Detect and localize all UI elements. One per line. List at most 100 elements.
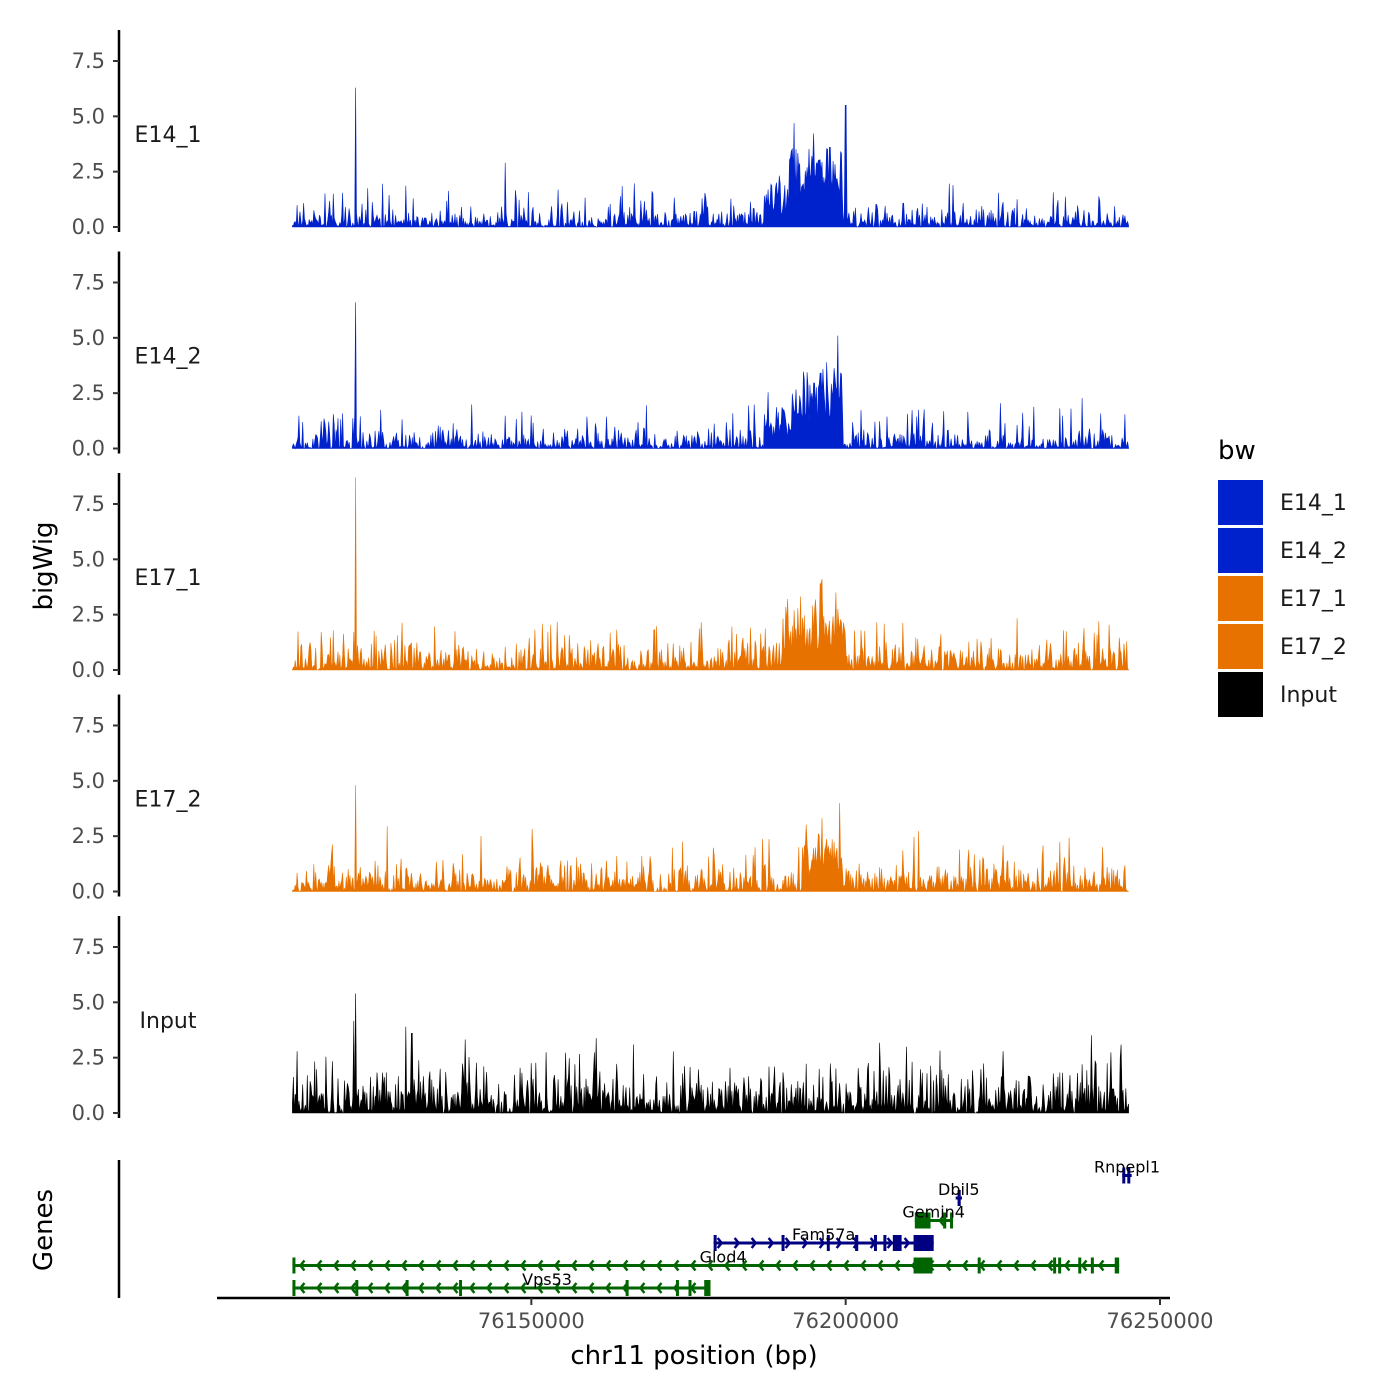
exon — [977, 1257, 981, 1274]
exon — [913, 1257, 933, 1274]
gene-vps53: Vps53 — [292, 1270, 711, 1296]
y-tick-label: 2.5 — [72, 603, 105, 627]
strand-chevron — [315, 1282, 323, 1294]
exon — [625, 1280, 629, 1296]
track-label: E17_2 — [135, 788, 202, 813]
legend-key-e14-1 — [1218, 480, 1263, 525]
strand-chevron — [536, 1259, 544, 1272]
exon — [1090, 1257, 1094, 1274]
y-tick-label: 5.0 — [72, 769, 105, 793]
y-tick-label: 0.0 — [72, 1101, 105, 1125]
strand-chevron — [938, 1214, 945, 1227]
gene-label: Fam57a — [792, 1225, 855, 1244]
strand-chevron — [400, 1259, 408, 1272]
exon — [957, 1190, 961, 1206]
gene-label: Rnpepl1 — [1094, 1158, 1160, 1177]
strand-chevron — [536, 1282, 544, 1294]
exon — [459, 1280, 463, 1296]
gene-glod4: Glod4 — [292, 1248, 1120, 1274]
track-panel-e14-2: 0.0 2.5 5.0 7.5 E14_2 — [72, 251, 1129, 461]
strand-chevron — [417, 1259, 425, 1272]
strand-chevron — [519, 1259, 527, 1272]
legend: bw E14_1 E14_2 E17_1 E17_2 Input — [1218, 436, 1347, 717]
strand-chevron — [451, 1282, 459, 1294]
strand-chevron — [733, 1237, 741, 1249]
strand-chevron — [434, 1282, 442, 1294]
gene-rnpepl1: Rnpepl1 — [1094, 1158, 1160, 1184]
exon — [1114, 1257, 1120, 1274]
strand-chevron — [740, 1259, 748, 1272]
strand-chevron — [944, 1259, 952, 1272]
exon — [675, 1280, 679, 1296]
strand-chevron — [332, 1259, 340, 1272]
strand-chevron — [903, 1237, 911, 1249]
exon — [826, 1235, 830, 1251]
track-panel-e17-1: 0.0 2.5 5.0 7.5 E17_1 — [72, 473, 1129, 682]
strand-chevron — [801, 1237, 809, 1249]
exon — [688, 1280, 692, 1296]
strand-chevron — [842, 1259, 850, 1272]
exon — [913, 1235, 934, 1251]
exon — [292, 1257, 296, 1274]
x-axis-title: chr11 position (bp) — [570, 1341, 817, 1371]
gene-fam57a: Fam57a — [713, 1225, 934, 1251]
strand-chevron — [434, 1259, 442, 1272]
track-label: E17_1 — [135, 566, 202, 591]
exon — [1058, 1257, 1062, 1274]
exon — [704, 1280, 711, 1296]
y-tick-label: 2.5 — [72, 1046, 105, 1070]
strand-chevron — [349, 1282, 357, 1294]
gene-gemin4: Gemin4 — [902, 1203, 965, 1229]
y-tick-label: 5.0 — [72, 990, 105, 1014]
strand-chevron — [835, 1237, 843, 1249]
exon — [950, 1212, 954, 1229]
y-tick-label: 2.5 — [72, 160, 105, 184]
strand-chevron — [750, 1237, 758, 1249]
y-tick-label: 2.5 — [72, 381, 105, 405]
y-tick-label: 0.0 — [72, 215, 105, 239]
strand-chevron — [716, 1237, 724, 1249]
exon — [292, 1280, 296, 1296]
strand-chevron — [1097, 1259, 1105, 1272]
exon — [892, 1235, 902, 1251]
legend-label: E17_2 — [1280, 635, 1347, 660]
exon — [943, 1212, 947, 1229]
bigwig-tracks: 0.0 2.5 5.0 7.5 E14_1 0.0 2.5 5.0 7.5 E14_2 0.0 2.5… — [72, 30, 1129, 1125]
strand-chevron — [485, 1282, 493, 1294]
legend-key-e17-1 — [1218, 576, 1263, 621]
strand-chevron — [298, 1282, 306, 1294]
strand-chevron — [995, 1259, 1003, 1272]
legend-label: E14_1 — [1280, 491, 1347, 516]
strand-chevron — [638, 1282, 646, 1294]
strand-chevron — [784, 1237, 792, 1249]
exon — [1127, 1167, 1131, 1184]
y-tick-label: 0.0 — [72, 437, 105, 461]
strand-chevron — [1080, 1259, 1088, 1272]
strand-chevron — [332, 1282, 340, 1294]
y-axis-title: bigWig — [29, 521, 59, 610]
legend-key-e17-2 — [1218, 624, 1263, 669]
legend-title: bw — [1218, 436, 1256, 466]
strand-chevron — [621, 1259, 629, 1272]
strand-chevron — [383, 1282, 391, 1294]
strand-chevron — [825, 1259, 833, 1272]
legend-key-e14-2 — [1218, 528, 1263, 573]
strand-chevron — [672, 1259, 680, 1272]
exon — [1053, 1257, 1057, 1274]
axis-titles: bigWig Genes chr11 position (bp) — [29, 521, 818, 1371]
strand-chevron — [383, 1259, 391, 1272]
strand-chevron — [757, 1259, 765, 1272]
strand-chevron — [485, 1259, 493, 1272]
strand-chevron — [570, 1282, 578, 1294]
signal-area — [292, 302, 1129, 450]
y-tick-label: 7.5 — [72, 270, 105, 294]
strand-chevron — [604, 1282, 612, 1294]
strand-chevron — [1063, 1259, 1071, 1272]
track-label: E14_1 — [135, 123, 202, 148]
track-panel-input: 0.0 2.5 5.0 7.5 Input — [72, 916, 1129, 1125]
y-tick-label: 7.5 — [72, 49, 105, 73]
gene-label: Vps53 — [522, 1270, 572, 1289]
strand-chevron — [886, 1237, 894, 1249]
x-axis: 76150000 76200000 76250000 — [217, 1296, 1213, 1333]
strand-chevron — [553, 1259, 561, 1272]
